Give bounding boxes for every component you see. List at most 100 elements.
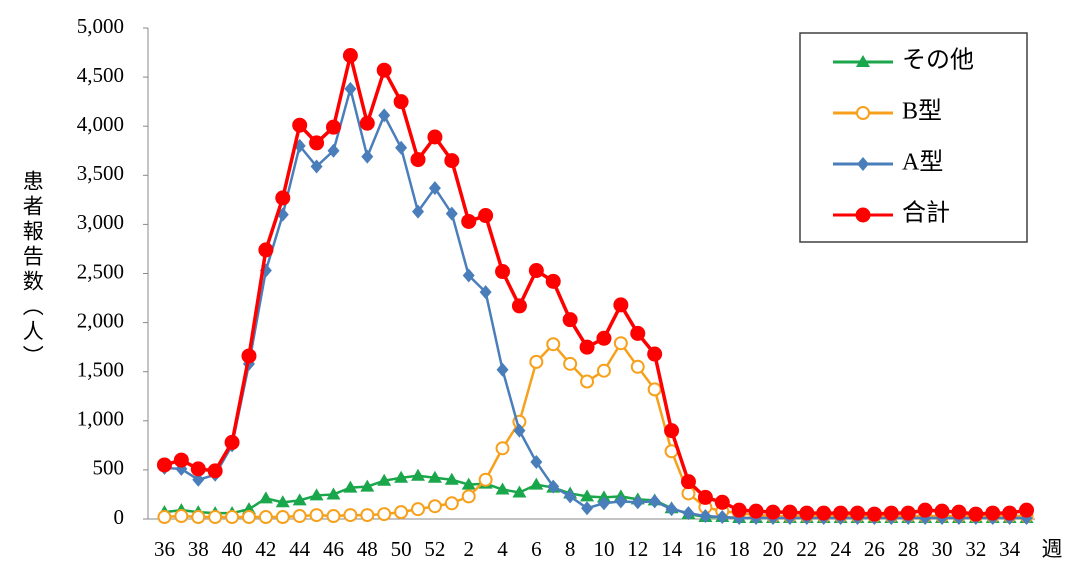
data-point [714,494,730,510]
data-point [208,510,223,525]
data-point [934,503,950,519]
data-point [326,487,341,500]
data-point [461,477,476,490]
data-point [748,503,764,519]
data-point [1002,505,1018,521]
data-point [410,152,426,168]
data-point [850,505,866,521]
data-point [765,504,781,520]
x-tick-label: 22 [796,537,817,561]
data-point [529,477,544,490]
x-tick-label: 48 [357,537,378,561]
x-tick-label: 44 [289,537,311,561]
x-tick-label: 16 [695,537,716,561]
data-point [647,346,663,362]
data-point [478,472,493,487]
data-point [513,423,526,438]
x-tick-label: 46 [323,537,344,561]
data-point [241,510,256,525]
data-point [326,509,341,524]
data-point [799,505,815,521]
data-point [393,94,409,110]
legend-label: A型 [902,149,943,176]
x-tick-label: 26 [864,537,885,561]
data-point [833,505,849,521]
x-axis-label: 週 [1042,537,1063,561]
data-point [427,470,442,483]
data-point [630,325,646,341]
x-tick-label: 38 [188,537,209,561]
data-point [427,499,442,514]
y-tick-label: 2,500 [77,259,124,283]
data-point [665,502,678,517]
data-point [156,457,172,473]
data-point [631,495,644,510]
data-point [344,81,357,96]
data-point [258,491,273,504]
data-point [376,62,392,78]
x-tick-label: 50 [391,537,412,561]
legend-label: その他 [902,47,974,74]
data-point [900,505,916,521]
data-point [309,135,325,151]
x-tick-label: 2 [463,537,474,561]
x-tick-label: 12 [627,537,648,561]
data-point [310,159,323,174]
data-point [581,501,594,516]
data-point [258,242,274,258]
data-point [699,509,712,524]
y-tick-label: 0 [114,505,125,529]
x-tick-label: 32 [965,537,986,561]
x-tick-label: 42 [255,537,276,561]
x-tick-label: 28 [898,537,919,561]
data-point [596,330,612,346]
data-point [496,362,509,377]
data-point [309,508,324,523]
legend-box [799,32,1028,243]
data-point [613,336,628,351]
x-tick-label: 34 [999,537,1021,561]
data-point [394,470,409,483]
legend-marker [856,106,870,120]
data-point [597,496,610,511]
data-point [546,337,561,352]
data-point [968,506,984,522]
data-point [309,488,324,501]
data-point [528,263,544,279]
data-point [664,423,680,439]
data-point [917,502,933,518]
data-point [359,115,375,131]
data-point [157,510,172,525]
x-tick-label: 4 [497,537,508,561]
data-point [191,510,206,525]
y-tick-label: 4,000 [77,112,124,136]
data-point [495,264,511,280]
data-point [411,468,426,481]
data-point [428,181,441,196]
series-line [163,55,1027,516]
data-point [816,505,832,521]
data-point [495,482,510,495]
data-point [224,434,240,450]
x-tick-label: 20 [762,537,783,561]
y-tick-label: 1,500 [77,358,124,382]
data-point [258,510,273,525]
data-point [427,129,443,145]
data-point [241,348,257,364]
data-point [529,354,544,369]
data-point [564,489,577,504]
x-tick-label: 24 [830,537,852,561]
data-point [681,486,696,501]
data-point [190,461,206,477]
data-point [547,479,560,494]
x-tick-label: 8 [565,537,576,561]
data-point [275,510,290,525]
y-axis-label: 患者報告数（人） [20,170,44,370]
data-point [1019,502,1035,518]
data-point [985,505,1001,521]
data-point [782,504,798,520]
x-tick-label: 10 [593,537,614,561]
y-tick-label: 3,000 [77,210,124,234]
data-point [512,485,527,498]
